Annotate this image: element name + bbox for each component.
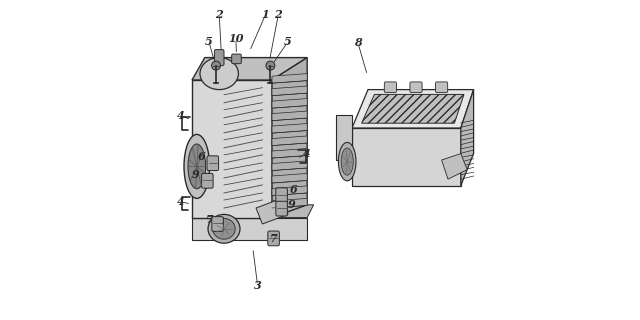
FancyBboxPatch shape <box>435 82 448 92</box>
Ellipse shape <box>341 148 353 175</box>
Ellipse shape <box>200 58 238 90</box>
Polygon shape <box>256 198 288 224</box>
Ellipse shape <box>184 134 210 198</box>
Polygon shape <box>272 148 307 158</box>
Polygon shape <box>272 111 307 121</box>
Polygon shape <box>272 86 307 96</box>
FancyBboxPatch shape <box>212 217 223 231</box>
FancyBboxPatch shape <box>384 82 397 92</box>
FancyBboxPatch shape <box>268 231 280 246</box>
Text: 6: 6 <box>198 151 205 162</box>
Polygon shape <box>362 94 464 123</box>
Text: 8: 8 <box>354 37 362 48</box>
Text: 4: 4 <box>177 196 185 207</box>
FancyBboxPatch shape <box>207 156 219 171</box>
Polygon shape <box>442 154 467 179</box>
Polygon shape <box>272 74 307 83</box>
Circle shape <box>211 61 220 70</box>
FancyBboxPatch shape <box>276 188 287 203</box>
Polygon shape <box>272 58 307 218</box>
Text: 6: 6 <box>290 184 298 195</box>
Polygon shape <box>192 80 272 218</box>
Text: 2: 2 <box>215 9 223 20</box>
Polygon shape <box>272 198 307 208</box>
FancyBboxPatch shape <box>232 54 241 64</box>
Text: 10: 10 <box>228 33 244 44</box>
Polygon shape <box>336 115 352 160</box>
Text: 9: 9 <box>288 199 296 210</box>
Polygon shape <box>352 128 461 186</box>
Text: 5: 5 <box>284 36 292 47</box>
Text: 7: 7 <box>205 214 214 225</box>
Text: 4: 4 <box>303 148 311 159</box>
Polygon shape <box>272 124 307 133</box>
Text: 1: 1 <box>262 9 269 20</box>
Ellipse shape <box>339 142 356 181</box>
Text: 9: 9 <box>191 169 199 180</box>
Polygon shape <box>192 205 314 218</box>
Ellipse shape <box>188 144 205 189</box>
Ellipse shape <box>212 219 236 239</box>
FancyBboxPatch shape <box>214 50 224 66</box>
Text: 4: 4 <box>177 110 185 121</box>
Text: 5: 5 <box>205 36 213 47</box>
Text: 7: 7 <box>269 233 277 244</box>
Polygon shape <box>272 173 307 183</box>
Polygon shape <box>192 58 307 80</box>
Text: 3: 3 <box>253 280 262 291</box>
Polygon shape <box>272 161 307 171</box>
FancyBboxPatch shape <box>202 173 213 188</box>
FancyBboxPatch shape <box>410 82 422 92</box>
FancyBboxPatch shape <box>276 201 287 216</box>
Polygon shape <box>192 218 307 240</box>
Polygon shape <box>272 186 307 196</box>
Circle shape <box>266 61 275 70</box>
Polygon shape <box>461 90 474 186</box>
Polygon shape <box>272 136 307 146</box>
Polygon shape <box>352 90 474 128</box>
Polygon shape <box>272 99 307 108</box>
Text: 2: 2 <box>275 9 282 20</box>
Ellipse shape <box>208 214 240 243</box>
